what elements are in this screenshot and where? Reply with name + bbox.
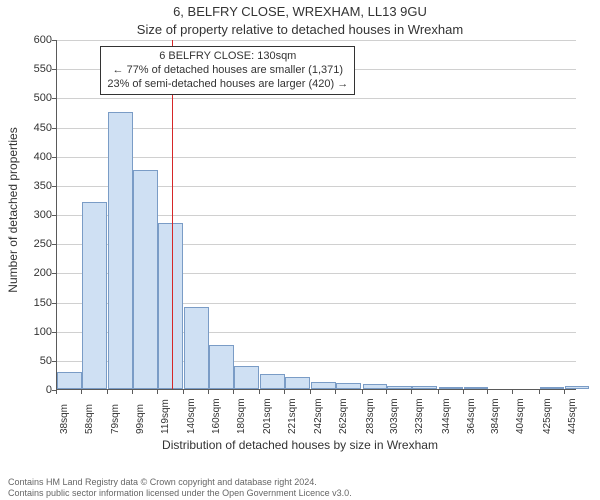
histogram-bar [412,386,437,390]
x-tick-label: 201sqm [262,398,273,434]
x-tick-label: 344sqm [441,398,452,434]
y-tick-label: 350 [4,180,52,192]
y-tick-label: 550 [4,63,52,75]
chart-title-line1: 6, BELFRY CLOSE, WREXHAM, LL13 9GU [0,0,600,20]
x-tick-mark [284,390,285,394]
histogram-bar [565,386,590,390]
x-tick-label: 404sqm [515,398,526,434]
y-tick-label: 0 [4,384,52,396]
x-tick-mark [56,390,57,394]
x-tick-label: 99sqm [135,404,146,434]
x-tick-label: 160sqm [211,398,222,434]
x-tick-mark [259,390,260,394]
reference-tooltip: 6 BELFRY CLOSE: 130sqm← 77% of detached … [100,46,355,95]
x-tick-label: 364sqm [466,398,477,434]
gridline [57,40,576,41]
histogram-bar [260,374,285,389]
histogram-bar [82,202,107,389]
y-tick-label: 100 [4,326,52,338]
x-tick-mark [487,390,488,394]
x-tick-label: 119sqm [160,399,171,434]
x-tick-label: 384sqm [490,398,501,434]
x-tick-mark [183,390,184,394]
tooltip-line1: 6 BELFRY CLOSE: 130sqm [107,50,348,64]
gridline [57,98,576,99]
x-tick-mark [386,390,387,394]
tooltip-line3: 23% of semi-detached houses are larger (… [107,78,348,92]
gridline [57,157,576,158]
histogram-bar [285,377,310,389]
x-tick-mark [335,390,336,394]
x-tick-label: 445sqm [567,398,578,434]
histogram-bar [209,345,234,389]
histogram-bar [184,307,209,389]
x-tick-mark [463,390,464,394]
histogram-bar [336,383,361,389]
x-axis-label: Distribution of detached houses by size … [0,438,600,452]
x-tick-label: 323sqm [414,398,425,434]
histogram-bar [234,366,259,389]
x-tick-mark [438,390,439,394]
x-tick-label: 425sqm [542,398,553,434]
x-tick-mark [512,390,513,394]
histogram-bar [540,387,565,389]
x-tick-mark [362,390,363,394]
x-tick-mark [233,390,234,394]
x-tick-label: 38sqm [59,404,70,434]
x-tick-label: 79sqm [110,404,121,434]
x-tick-mark [107,390,108,394]
x-tick-mark [157,390,158,394]
gridline [57,128,576,129]
x-tick-mark [564,390,565,394]
x-tick-label: 58sqm [84,404,95,434]
y-tick-label: 400 [4,151,52,163]
histogram-bar [387,386,412,390]
y-tick-label: 300 [4,209,52,221]
histogram-bar [464,387,489,389]
x-tick-mark [411,390,412,394]
x-tick-mark [208,390,209,394]
x-tick-label: 242sqm [313,398,324,434]
histogram-bar [108,112,133,389]
histogram-plot: 6 BELFRY CLOSE: 130sqm← 77% of detached … [56,40,576,390]
x-tick-label: 303sqm [389,398,400,434]
x-tick-label: 262sqm [338,398,349,434]
histogram-bar [363,384,388,389]
histogram-bar [158,223,183,389]
x-tick-mark [81,390,82,394]
chart-title-line2: Size of property relative to detached ho… [0,20,600,38]
x-tick-mark [539,390,540,394]
y-tick-label: 600 [4,34,52,46]
attribution-line1: Contains HM Land Registry data © Crown c… [8,477,352,487]
y-tick-label: 250 [4,238,52,250]
y-tick-label: 200 [4,267,52,279]
attribution-line2: Contains public sector information licen… [8,488,352,498]
histogram-bar [439,387,464,389]
y-tick-label: 450 [4,122,52,134]
y-tick-label: 50 [4,355,52,367]
y-tick-label: 500 [4,92,52,104]
histogram-bar [57,372,82,390]
histogram-bar [311,382,336,389]
x-tick-mark [132,390,133,394]
x-tick-label: 283sqm [365,398,376,434]
x-tick-mark [310,390,311,394]
attribution-text: Contains HM Land Registry data © Crown c… [8,477,352,498]
x-tick-label: 180sqm [236,398,247,434]
x-tick-label: 221sqm [287,398,298,434]
x-tick-label: 140sqm [186,398,197,434]
y-tick-label: 150 [4,297,52,309]
histogram-bar [133,170,158,389]
tooltip-line2: ← 77% of detached houses are smaller (1,… [107,64,348,78]
